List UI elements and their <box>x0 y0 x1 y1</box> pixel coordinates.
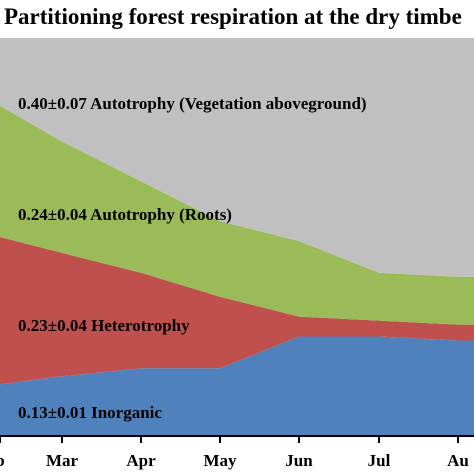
area-inorganic <box>0 336 474 436</box>
area-label-heterotrophy: 0.23±0.04 Heterotrophy <box>18 316 190 335</box>
area-autotrophy-roots <box>0 105 474 325</box>
area-label-inorganic: 0.13±0.01 Inorganic <box>18 403 162 422</box>
x-tick-label-6: Au <box>447 451 469 470</box>
x-tick-label-3: May <box>203 451 237 470</box>
chart-title: Partitioning forest respiration at the d… <box>4 4 462 29</box>
x-tick-label-1: Mar <box>46 451 79 470</box>
area-label-autotrophy-vegetation-aboveground: 0.40±0.07 Autotrophy (Vegetation abovegr… <box>18 94 367 113</box>
area-heterotrophy <box>0 237 474 385</box>
x-tick-label-0: b <box>0 451 5 470</box>
x-tick-label-2: Apr <box>126 451 156 470</box>
x-tick-label-4: Jun <box>285 451 313 470</box>
area-autotrophy-vegetation-aboveground <box>0 38 474 277</box>
area-label-autotrophy-roots: 0.24±0.04 Autotrophy (Roots) <box>18 205 232 224</box>
x-tick-label-5: Jul <box>368 451 391 470</box>
